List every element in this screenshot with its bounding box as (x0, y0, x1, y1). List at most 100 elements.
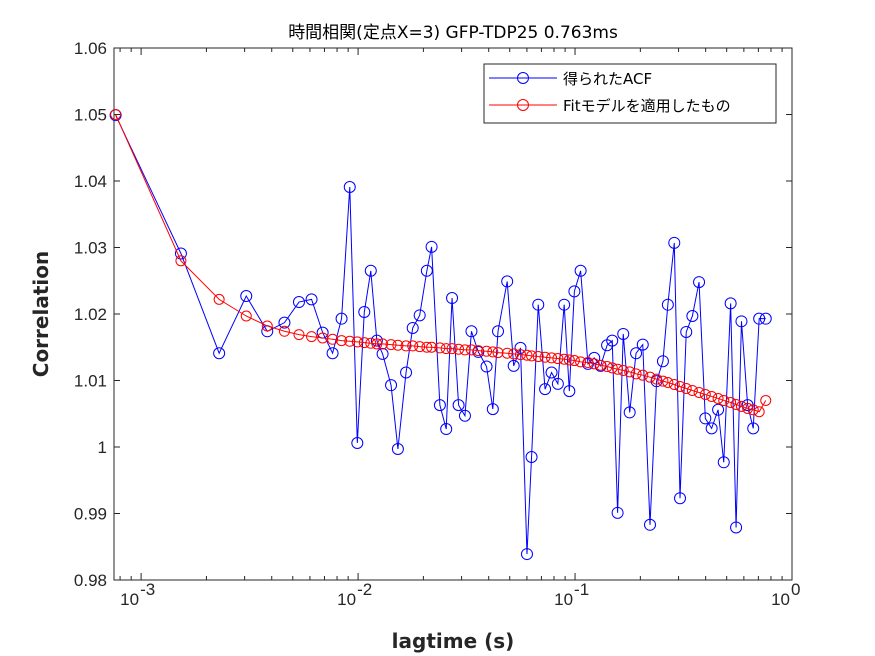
data-point (735, 315, 748, 328)
data-point (630, 368, 642, 380)
x-tick-exponent: -2 (357, 580, 372, 599)
y-tick-label: 1.01 (74, 372, 107, 391)
data-point (747, 404, 759, 416)
data-point (730, 521, 743, 534)
data-point (545, 366, 558, 379)
data-point (420, 264, 433, 277)
y-tick-label: 1.02 (74, 305, 107, 324)
data-point (440, 343, 452, 355)
data-point (421, 341, 433, 353)
x-axis-label: lagtime (s) (392, 629, 515, 653)
data-point (656, 355, 669, 368)
data-point (568, 285, 581, 298)
data-point (753, 312, 766, 325)
series-1 (109, 109, 772, 561)
data-point (365, 337, 377, 349)
x-tick-label: 10 (771, 590, 790, 609)
data-point (747, 422, 760, 435)
data-point (440, 423, 453, 436)
data-point (433, 399, 446, 412)
data-point (213, 293, 225, 305)
data-point (446, 343, 458, 355)
series-layer (109, 109, 772, 561)
data-point (240, 290, 253, 303)
data-point (637, 369, 649, 381)
data-point (574, 264, 587, 277)
data-point (644, 371, 656, 383)
data-point (718, 394, 730, 406)
data-point (261, 320, 273, 332)
data-point (400, 340, 412, 352)
data-point (434, 342, 446, 354)
data-point (539, 383, 552, 396)
data-point (601, 361, 613, 373)
data-point (606, 334, 619, 347)
data-point (588, 358, 600, 370)
data-point (376, 347, 389, 360)
data-point (414, 341, 426, 353)
x-tick-label: 10 (120, 590, 139, 609)
data-point (668, 378, 680, 390)
data-point (343, 180, 356, 193)
data-point (426, 341, 438, 353)
data-point (472, 345, 485, 358)
data-point (612, 363, 624, 375)
legend-marker (517, 72, 529, 84)
data-point (552, 353, 564, 365)
x-tick-exponent: -1 (574, 580, 589, 599)
data-point (501, 347, 513, 359)
data-point (351, 437, 364, 450)
data-point (481, 345, 493, 357)
data-point (293, 329, 305, 341)
legend-label: 得られたACF (563, 70, 652, 88)
data-point (661, 298, 674, 311)
data-point (759, 312, 772, 325)
data-point (213, 347, 226, 360)
chart-title: 時間相関(定点X=3) GFP-TDP25 0.763ms (288, 23, 618, 43)
data-point (453, 343, 465, 355)
data-point (699, 412, 712, 425)
data-point (240, 310, 252, 322)
data-point (514, 341, 527, 354)
data-point (278, 325, 290, 337)
data-point (712, 403, 725, 416)
data-point (693, 386, 705, 398)
data-point (662, 376, 674, 388)
data-point (465, 325, 478, 338)
y-axis-label: Correlation (29, 251, 53, 377)
data-point (657, 375, 669, 387)
data-point (446, 292, 459, 305)
data-point (611, 506, 624, 519)
data-point (617, 365, 629, 377)
data-point (674, 492, 687, 505)
data-point (651, 373, 663, 385)
data-point (406, 321, 419, 334)
data-point (644, 518, 657, 531)
data-point (391, 442, 404, 455)
y-tick-label: 0.98 (74, 571, 107, 590)
data-point (636, 338, 649, 351)
y-tick-label: 1.06 (74, 39, 107, 58)
data-point (465, 344, 477, 356)
data-point (492, 325, 505, 338)
y-tick-label: 1 (98, 438, 107, 457)
data-point (712, 392, 724, 404)
legend-box (483, 63, 777, 124)
data-point (551, 377, 564, 390)
data-point (706, 390, 718, 402)
data-point (539, 351, 551, 363)
data-point (563, 385, 576, 398)
data-point (725, 396, 737, 408)
data-point (392, 339, 404, 351)
data-point (575, 356, 587, 368)
data-point (292, 296, 305, 309)
data-point (558, 298, 571, 311)
data-point (385, 339, 397, 351)
data-point (563, 354, 575, 366)
data-point (425, 240, 438, 253)
data-point (459, 344, 471, 356)
data-point (742, 402, 754, 414)
x-tick-exponent: -3 (140, 580, 155, 599)
data-point (521, 349, 533, 361)
